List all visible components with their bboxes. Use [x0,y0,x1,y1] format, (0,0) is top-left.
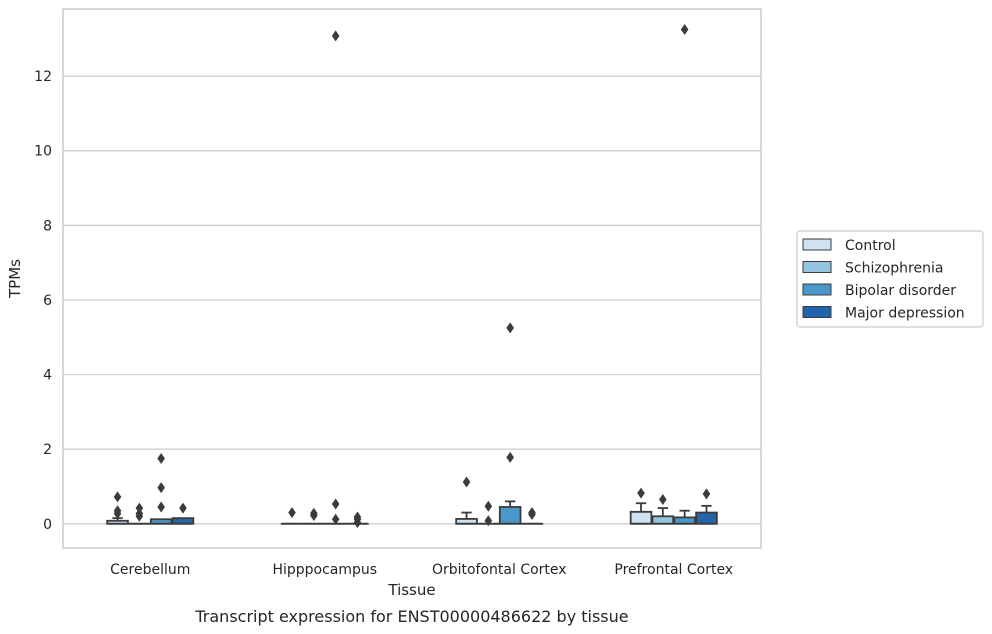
legend-label: Bipolar disorder [845,283,956,299]
outlier-point [506,451,514,463]
y-tick-labels: 0 2 4 6 8 10 12 [34,69,52,533]
box-plot-group [171,502,195,525]
outlier-point [179,502,187,514]
box-plot-group [498,322,522,525]
y-tick-label: 0 [43,517,52,533]
outlier-point [157,452,165,464]
outlier-point [353,517,362,529]
outlier-point [135,510,144,522]
x-tick-label: Prefrontal Cortex [614,562,733,578]
plot-frame [62,8,762,549]
box-plot-group [520,507,544,525]
outlier-point [506,322,514,334]
outlier-point [331,30,340,42]
box-plot-group [477,500,500,527]
outlier-point [113,491,122,503]
box-plot-group [695,488,718,525]
x-tick-label: Hipppocampus [272,562,377,578]
box-plot-group [149,452,173,525]
outlier-point [310,510,318,522]
y-tick-label: 2 [43,442,52,458]
box-plot-group [324,30,347,525]
box-plot-group [346,511,369,529]
box-plot-series [106,24,718,529]
outlier-point [331,513,340,525]
box-plot-group [106,491,129,525]
legend-label: Control [845,238,896,254]
legend-label: Schizophrenia [845,261,943,277]
x-tick-labels: Cerebellum Hipppocampus Orbitofontal Corte… [110,562,733,578]
outlier-point [637,487,645,499]
box-plot-group [128,502,151,525]
y-tick-label: 8 [43,218,52,234]
legend-label: Major depression [845,306,965,322]
box-plot-group [455,476,478,525]
box-plot-group [302,507,326,525]
legend-frame [796,230,984,328]
legend-swatch [802,238,832,251]
box-body [695,511,718,525]
gridlines [63,75,761,525]
legend-swatch [802,261,832,273]
box-plot-group [673,24,696,525]
y-tick-label: 4 [43,368,52,384]
y-tick-label: 10 [34,144,52,160]
y-tick-label: 12 [34,69,52,85]
box-body [629,510,653,525]
box-body [498,506,522,525]
y-axis-title: TPMs [6,259,24,299]
outlier-point [113,508,122,520]
chart-caption: Transcript expression for ENST0000048662… [194,607,628,626]
legend-swatch [802,283,832,296]
x-tick-label: Cerebellum [110,562,190,578]
outlier-point [528,508,536,520]
outlier-point [659,494,667,506]
box-body [651,515,675,525]
outlier-point [462,476,471,488]
legend-swatch [802,306,832,318]
outlier-point [157,501,165,513]
box-plot-group [629,487,653,525]
box-body [673,516,696,525]
outlier-point [135,502,144,514]
outlier-point [680,24,689,36]
outlier-point [331,498,340,510]
box-plot-group [280,507,304,525]
y-tick-label: 6 [43,293,52,309]
outlier-point [288,507,296,519]
outlier-point [484,515,493,527]
legend: Control Schizophrenia Bipolar disorder Majo… [796,230,984,328]
outlier-point [702,488,711,500]
x-tick-label: Orbitofontal Cortex [432,562,567,578]
outlier-point [484,500,493,512]
x-axis-title: Tissue [387,581,435,599]
outlier-point [157,482,165,494]
box-plot-group [651,494,675,525]
